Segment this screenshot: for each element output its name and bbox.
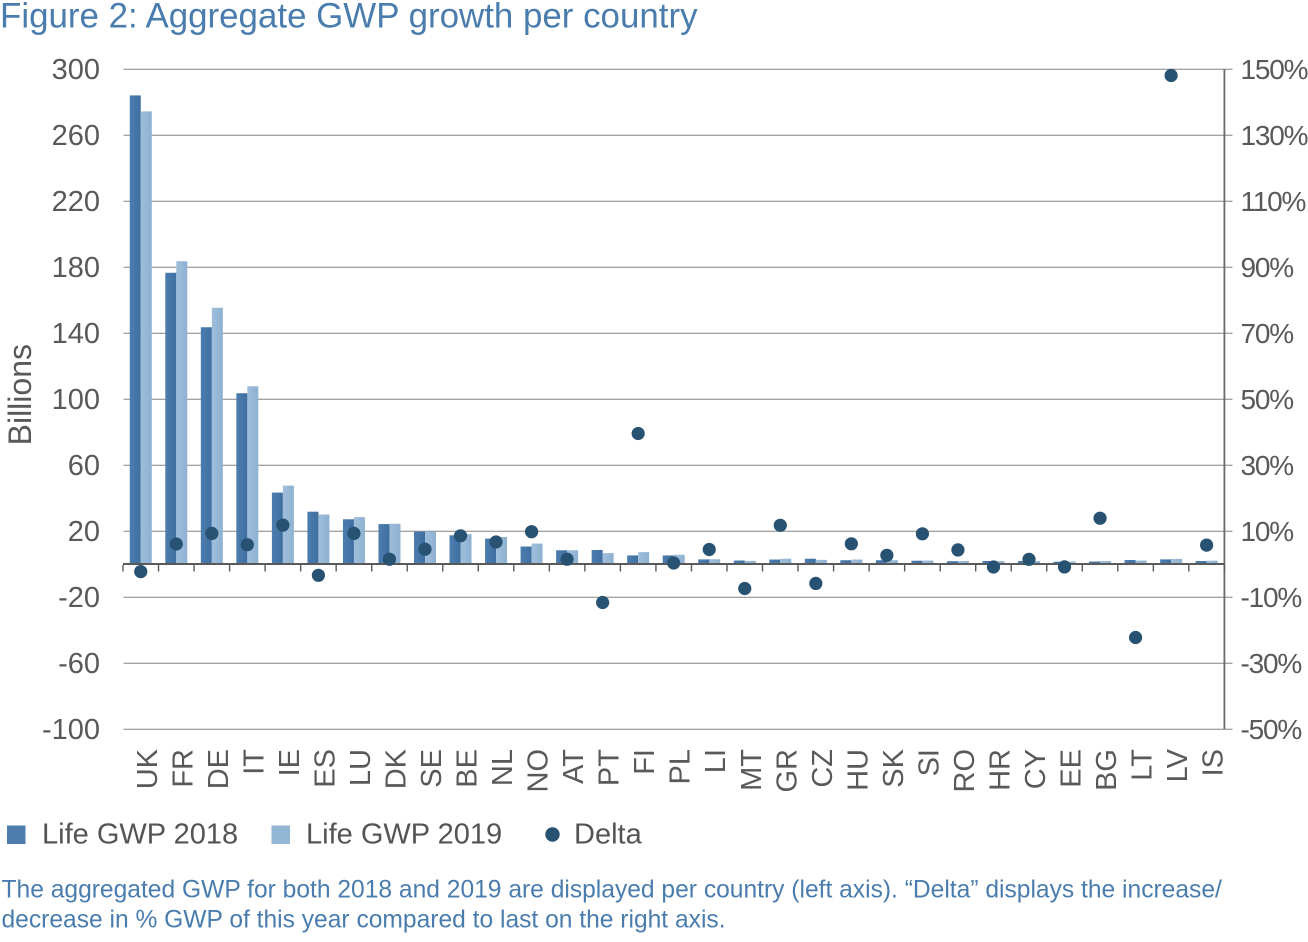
svg-text:NO: NO <box>523 749 555 793</box>
svg-text:CZ: CZ <box>807 749 839 788</box>
svg-text:LI: LI <box>700 749 732 773</box>
svg-text:RO: RO <box>949 749 981 793</box>
svg-text:GR: GR <box>771 749 803 793</box>
svg-text:EE: EE <box>1056 749 1088 788</box>
svg-text:150%: 150% <box>1241 54 1308 85</box>
svg-text:AT: AT <box>558 749 590 784</box>
svg-text:-10%: -10% <box>1241 582 1302 613</box>
svg-text:IE: IE <box>274 749 306 776</box>
svg-text:IS: IS <box>1198 749 1230 776</box>
svg-text:50%: 50% <box>1241 384 1294 415</box>
svg-text:70%: 70% <box>1241 318 1294 349</box>
svg-text:130%: 130% <box>1241 120 1308 151</box>
svg-text:60: 60 <box>68 450 100 482</box>
svg-text:220: 220 <box>52 186 100 218</box>
svg-text:90%: 90% <box>1241 252 1294 283</box>
svg-text:SI: SI <box>913 749 945 776</box>
svg-text:UK: UK <box>132 748 164 789</box>
svg-text:100: 100 <box>52 384 100 416</box>
svg-text:Delta: Delta <box>574 819 643 851</box>
svg-text:260: 260 <box>52 120 100 152</box>
svg-text:HU: HU <box>842 749 874 791</box>
svg-text:SE: SE <box>416 749 448 788</box>
svg-text:FI: FI <box>629 749 661 775</box>
svg-text:DE: DE <box>203 749 235 789</box>
svg-text:Figure 2: Aggregate GWP growth: Figure 2: Aggregate GWP growth per count… <box>0 0 698 36</box>
svg-text:decrease in % GWP of this year: decrease in % GWP of this year compared … <box>2 907 726 934</box>
svg-text:300: 300 <box>52 54 100 86</box>
svg-text:-60: -60 <box>58 648 100 680</box>
svg-text:ES: ES <box>309 749 341 788</box>
svg-text:BG: BG <box>1091 749 1123 791</box>
svg-text:-20: -20 <box>58 582 100 614</box>
svg-text:180: 180 <box>52 252 100 284</box>
svg-text:Life GWP 2019: Life GWP 2019 <box>306 819 502 851</box>
svg-text:DK: DK <box>380 748 412 789</box>
svg-text:30%: 30% <box>1241 450 1294 481</box>
svg-text:LT: LT <box>1127 749 1159 781</box>
svg-text:Life GWP 2018: Life GWP 2018 <box>42 819 238 851</box>
svg-text:IT: IT <box>238 749 270 775</box>
svg-text:LU: LU <box>345 749 377 786</box>
svg-text:140: 140 <box>52 318 100 350</box>
svg-text:Billions: Billions <box>2 344 38 445</box>
svg-text:LV: LV <box>1162 748 1194 782</box>
svg-text:PT: PT <box>594 749 626 786</box>
svg-text:SK: SK <box>878 748 910 787</box>
svg-text:NL: NL <box>487 749 519 786</box>
svg-text:HR: HR <box>984 749 1016 791</box>
svg-text:-100: -100 <box>42 714 100 746</box>
svg-text:BE: BE <box>452 749 484 788</box>
svg-text:110%: 110% <box>1241 186 1306 217</box>
svg-text:-30%: -30% <box>1241 648 1302 679</box>
svg-text:The aggregated GWP for both 20: The aggregated GWP for both 2018 and 201… <box>2 877 1223 904</box>
svg-text:-50%: -50% <box>1241 714 1302 745</box>
svg-text:FR: FR <box>167 749 199 788</box>
svg-text:10%: 10% <box>1241 516 1294 547</box>
svg-text:20: 20 <box>68 516 100 548</box>
svg-text:PL: PL <box>665 749 697 784</box>
svg-text:CY: CY <box>1020 749 1052 789</box>
svg-text:MT: MT <box>736 749 768 791</box>
